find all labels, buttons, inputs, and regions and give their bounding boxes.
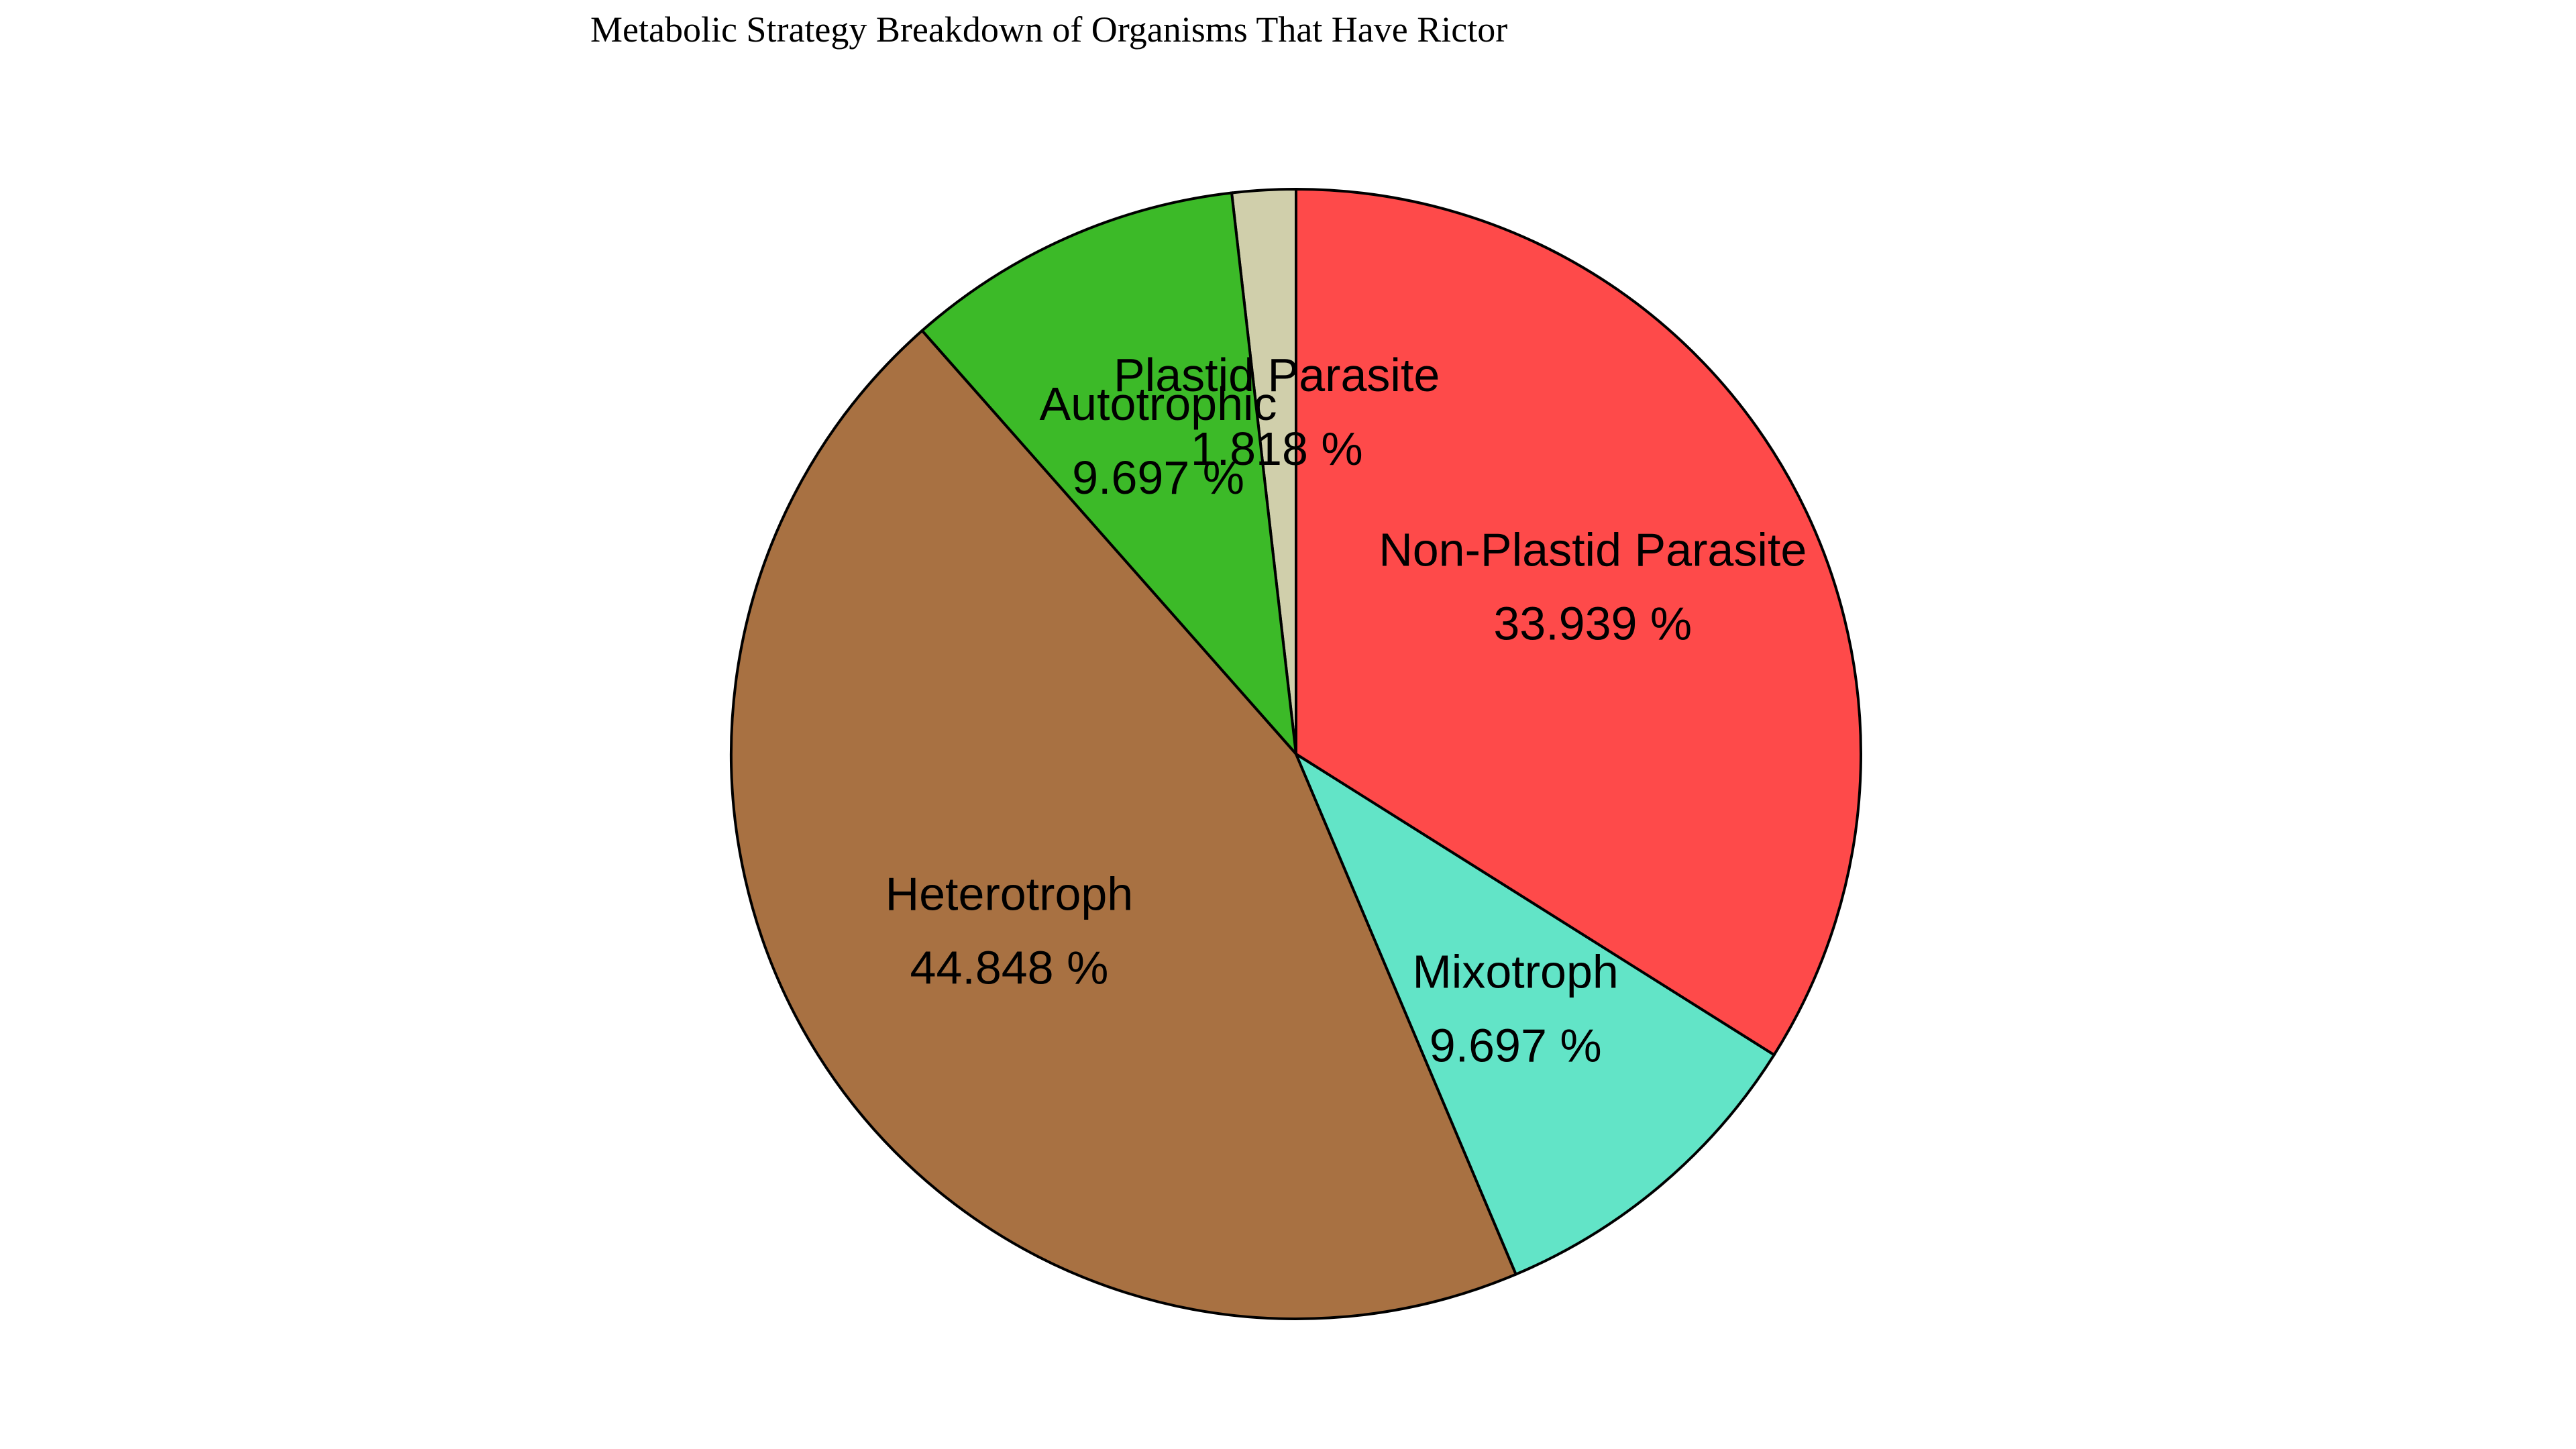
chart-title: Metabolic Strategy Breakdown of Organism…	[590, 9, 1507, 50]
pie-slice-non-plastid-parasite	[1295, 187, 1862, 1057]
slice-percentage: 33.939 %	[1493, 597, 1692, 649]
slice-label: Plastid Parasite	[1114, 349, 1440, 401]
slice-label: Autotrophic	[1039, 378, 1277, 430]
slice-percentage: 1.818 %	[1191, 423, 1363, 475]
pie-slice-mixotroph	[1293, 750, 1776, 1277]
slice-label: Heterotroph	[885, 868, 1134, 920]
pie-labels: Plastid Parasite 1.818 %Autotrophic 9.697 …	[885, 349, 1807, 1071]
pie-slices	[730, 187, 1862, 1320]
slice-label: Mixotroph	[1413, 945, 1619, 998]
pie-slice-heterotroph	[730, 329, 1518, 1320]
slice-label: Non-Plastid Parasite	[1379, 523, 1807, 576]
slice-percentage: 9.697 %	[1072, 451, 1244, 504]
slice-percentage: 9.697 %	[1430, 1019, 1602, 1071]
slice-percentage: 44.848 %	[910, 942, 1109, 994]
pie-slice-autotrophic	[920, 191, 1298, 759]
